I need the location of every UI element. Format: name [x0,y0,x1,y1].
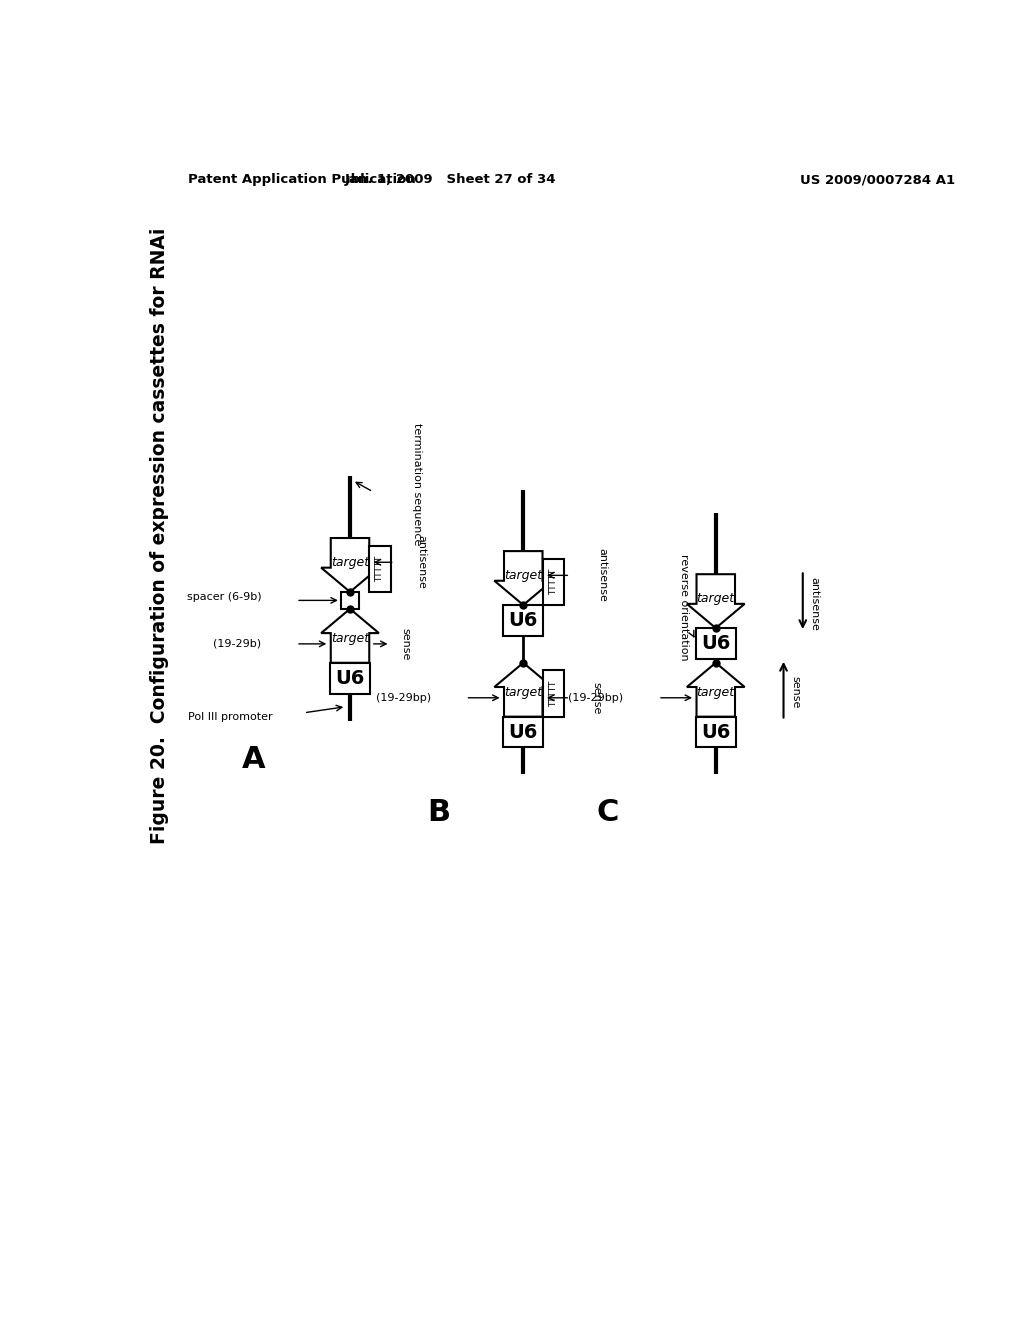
Polygon shape [322,609,379,663]
Text: antisense: antisense [598,548,607,602]
Text: (19-29bp): (19-29bp) [568,693,624,702]
Text: TTTTT: TTTTT [549,680,558,706]
Text: U6: U6 [509,611,538,630]
Bar [503,605,544,636]
Text: U6: U6 [701,634,730,653]
Text: Pol III promoter: Pol III promoter [188,711,273,722]
Text: target: target [504,569,543,582]
Text: sense: sense [791,676,800,709]
Text: termination sequence: termination sequence [412,422,422,545]
Polygon shape [687,663,744,717]
Text: target: target [696,686,735,698]
Text: U6: U6 [701,722,730,742]
Text: TTTTT: TTTTT [549,569,558,595]
Text: Patent Application Publication: Patent Application Publication [188,173,416,186]
Bar [695,628,736,659]
Bar [543,671,564,717]
Text: A: A [242,744,265,774]
Text: US 2009/0007284 A1: US 2009/0007284 A1 [801,173,955,186]
Text: target: target [504,686,543,698]
Text: TTTTT: TTTTT [376,556,385,582]
Text: U6: U6 [335,669,365,688]
Text: (19-29bp): (19-29bp) [376,693,431,702]
Text: spacer (6-9b): spacer (6-9b) [186,591,261,602]
Text: Jan. 1, 2009   Sheet 27 of 34: Jan. 1, 2009 Sheet 27 of 34 [344,173,556,186]
Bar [330,663,370,693]
Text: target: target [331,632,369,645]
Text: B: B [427,799,451,828]
Text: Figure 20.  Configuration of expression cassettes for RNAi: Figure 20. Configuration of expression c… [150,227,169,843]
Text: sense: sense [592,681,601,714]
Polygon shape [495,663,552,717]
Text: antisense: antisense [809,577,819,631]
Bar [695,717,736,747]
Text: C: C [597,799,620,828]
Text: antisense: antisense [417,536,427,589]
Bar [370,545,391,591]
Polygon shape [687,574,744,628]
Text: sense: sense [400,628,411,660]
Polygon shape [322,539,379,591]
Bar [543,558,564,605]
Text: target: target [696,591,735,605]
Text: (19-29b): (19-29b) [213,639,261,649]
Bar [503,717,544,747]
Text: target: target [331,556,369,569]
Text: reverse orientation: reverse orientation [679,554,689,660]
Polygon shape [495,552,552,605]
Text: U6: U6 [509,722,538,742]
Bar [341,591,359,609]
